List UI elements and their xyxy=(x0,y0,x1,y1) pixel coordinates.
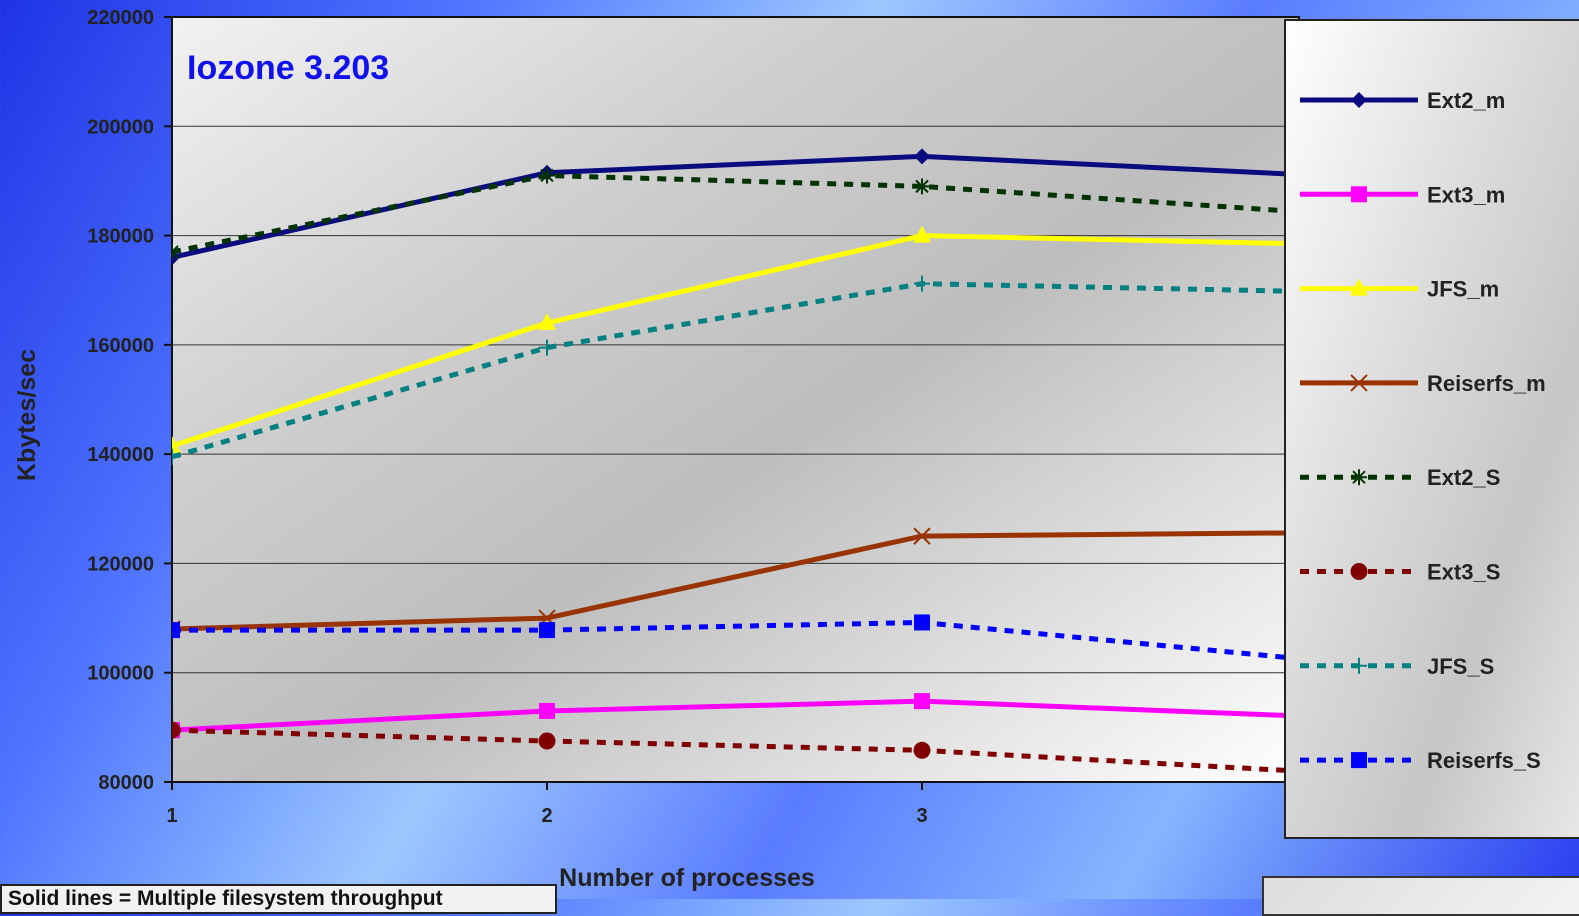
legend-marker xyxy=(1351,657,1367,674)
legend-marker xyxy=(1350,278,1368,296)
footnote: Solid lines = Multiple filesystem throug… xyxy=(0,884,557,914)
series-line xyxy=(172,172,1298,255)
y-tick-label: 180000 xyxy=(87,226,154,248)
legend-label: Ext2_m xyxy=(1427,88,1505,113)
y-tick-label: 200000 xyxy=(87,116,154,138)
legend-item: JFS_S xyxy=(1300,654,1494,679)
legend-marker xyxy=(1351,186,1367,203)
legend-marker xyxy=(1350,563,1368,580)
legend-label: JFS_m xyxy=(1427,277,1499,302)
series-line xyxy=(172,530,1298,632)
legend-label: Reiserfs_S xyxy=(1427,748,1541,773)
data-point xyxy=(914,275,930,292)
data-point xyxy=(914,693,930,710)
x-axis-ticks: 1 2 3 xyxy=(166,782,928,827)
x-tick-label: 2 xyxy=(541,805,552,827)
data-point xyxy=(913,741,931,759)
series-line xyxy=(172,281,1298,460)
data-point xyxy=(172,448,180,465)
legend-item: Ext2_m xyxy=(1300,88,1505,113)
legend-item: Ext3_m xyxy=(1300,182,1505,207)
y-tick-label: 120000 xyxy=(87,553,154,575)
data-point xyxy=(914,614,930,631)
data-point xyxy=(539,167,555,184)
x-tick-label: 3 xyxy=(916,805,927,827)
legend-marker xyxy=(1350,374,1368,392)
data-point xyxy=(538,732,556,750)
legend-item: Reiserfs_S xyxy=(1300,748,1541,773)
data-point xyxy=(914,148,930,165)
series-line xyxy=(172,727,1298,774)
data-point xyxy=(913,527,931,545)
data-point xyxy=(172,721,181,739)
data-point xyxy=(172,622,180,639)
data-point xyxy=(539,622,555,639)
series-line xyxy=(172,698,1298,733)
data-point xyxy=(172,435,181,453)
x-tick-label: 1 xyxy=(166,805,177,827)
legend-label: JFS_S xyxy=(1427,654,1494,679)
legend-label: Ext3_m xyxy=(1427,182,1505,207)
legend-label: Reiserfs_m xyxy=(1427,371,1546,396)
y-tick-label: 220000 xyxy=(87,7,154,29)
data-point xyxy=(914,178,930,195)
series-line xyxy=(172,233,1298,449)
y-tick-label: 160000 xyxy=(87,335,154,357)
y-tick-label: 80000 xyxy=(98,772,154,794)
legend: Ext2_m Ext3_m JFS_m Reiserfs_m Ext2_S Ext3_S J… xyxy=(1300,88,1546,773)
legend-box xyxy=(1284,19,1579,839)
legend-marker xyxy=(1351,752,1367,769)
legend-marker xyxy=(1351,92,1367,108)
data-point xyxy=(539,339,555,356)
legend-label: Ext2_S xyxy=(1427,465,1500,490)
y-axis-label: Kbytes/sec xyxy=(13,349,41,481)
legend-item: JFS_m xyxy=(1300,277,1499,302)
legend-item: Ext3_S xyxy=(1300,560,1500,585)
data-point xyxy=(172,243,180,260)
x-axis-label: Number of processes xyxy=(559,864,815,892)
data-point xyxy=(538,313,556,330)
y-tick-label: 100000 xyxy=(87,663,154,685)
legend-label: Ext3_S xyxy=(1427,560,1500,585)
chart-title: Iozone 3.203 xyxy=(187,49,389,87)
legend-marker xyxy=(1351,469,1367,486)
plot-area xyxy=(171,16,1300,783)
y-tick-label: 140000 xyxy=(87,444,154,466)
legend-item: Reiserfs_m xyxy=(1300,371,1546,396)
y-axis-ticks: 80000 100000 120000 140000 160000 180000 20000… xyxy=(87,7,172,794)
legend-item: Ext2_S xyxy=(1300,465,1500,490)
corner-panel xyxy=(1262,876,1579,916)
data-point xyxy=(913,225,931,243)
data-point xyxy=(539,702,555,719)
series-line xyxy=(172,619,1298,661)
gridlines xyxy=(172,125,1299,674)
